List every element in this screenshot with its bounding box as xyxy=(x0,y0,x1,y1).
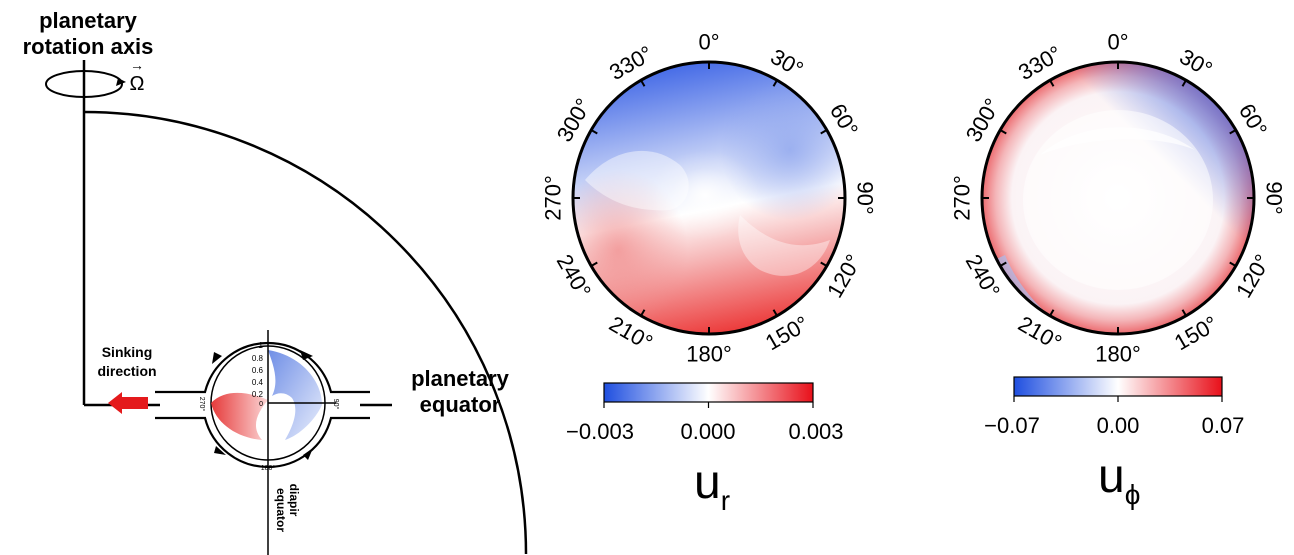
ur-panel: 0°30°60°90°120°150°180°210°240°270°300°3… xyxy=(541,30,878,517)
diapir-inset: 1 0.8 0.6 0.4 0.2 0 180° 270° 90° diapir… xyxy=(155,330,370,555)
sinking-direction-arrow xyxy=(108,392,148,414)
ur-colorbar-min: −0.003 xyxy=(566,419,634,444)
uphi-angle-label-0: 0° xyxy=(1107,30,1128,55)
equator-label-line1: planetary xyxy=(411,366,510,391)
ur-tick-210 xyxy=(640,309,646,317)
uphi-tick-30 xyxy=(1181,79,1187,87)
uphi-tick-300 xyxy=(999,129,1007,135)
uphi-colorbar-min: −0.07 xyxy=(984,413,1040,438)
uphi-tick-210 xyxy=(1049,309,1055,317)
ur-tick-60 xyxy=(820,129,828,135)
uphi-angle-label-90: 90° xyxy=(1262,181,1287,214)
ur-tick-330 xyxy=(640,79,646,87)
ur-field xyxy=(573,62,845,334)
inset-tick-1: 1 xyxy=(259,341,264,350)
uphi-tick-120 xyxy=(1229,261,1237,267)
uphi-tick-330 xyxy=(1049,79,1055,87)
sinking-label-line2: direction xyxy=(97,363,156,379)
inset-tick-0-6: 0.6 xyxy=(252,366,264,375)
planet-schematic: planetary rotation axis → Ω Sinking dire… xyxy=(23,8,528,555)
rotation-axis-label-line1: planetary xyxy=(39,8,138,33)
ur-colorbar-mid: 0.000 xyxy=(680,419,735,444)
uphi-angle-label-270: 270° xyxy=(950,175,975,221)
uphi-panel: 0°30°60°90°120°150°180°210°240°270°300°3… xyxy=(950,30,1287,511)
diapir-flow-arrow-1 xyxy=(300,350,313,360)
diapir-flow-arrow-3 xyxy=(214,446,226,455)
rotation-arrow-head xyxy=(116,78,126,86)
ur-tick-150 xyxy=(772,309,778,317)
inset-tick-0: 0 xyxy=(259,401,263,408)
ur-angle-label-90: 90° xyxy=(853,181,878,214)
rotation-axis-label-line2: rotation axis xyxy=(23,34,154,59)
inset-tick-0-8: 0.8 xyxy=(252,354,264,363)
uphi-tick-240 xyxy=(999,261,1007,267)
diapir-blue-region xyxy=(268,350,322,440)
planet-surface-arc xyxy=(83,110,528,555)
ur-tick-30 xyxy=(772,79,778,87)
ur-tick-marks xyxy=(573,62,845,334)
inset-label-180: 180° xyxy=(261,464,276,472)
ur-symbol: ur xyxy=(694,456,730,516)
ur-symbol-main: u xyxy=(694,456,721,509)
sinking-label-line1: Sinking xyxy=(102,344,153,360)
ur-colorbar-max: 0.003 xyxy=(788,419,843,444)
inset-label-270: 270° xyxy=(198,397,206,412)
diapir-equator-label-line1: diapir xyxy=(287,484,301,517)
ur-angle-label-0: 0° xyxy=(698,30,719,55)
ur-angle-label-180: 180° xyxy=(686,342,732,367)
diapir-equator-label-line2: equator xyxy=(274,488,288,532)
uphi-symbol-sub: ϕ xyxy=(1125,479,1141,510)
uphi-tick-150 xyxy=(1181,309,1187,317)
diapir-flow-arrow-4 xyxy=(212,352,222,364)
ur-tick-240 xyxy=(590,261,598,267)
uphi-colorbar-mid: 0.00 xyxy=(1097,413,1140,438)
ur-angle-label-270: 270° xyxy=(541,175,566,221)
uphi-tick-marks xyxy=(982,62,1254,334)
rotation-arrow-ellipse xyxy=(45,70,123,98)
inset-tick-0-4: 0.4 xyxy=(252,378,264,387)
uphi-symbol-main: u xyxy=(1098,450,1125,503)
uphi-symbol: uϕ xyxy=(1098,450,1140,510)
diapir-red-region xyxy=(211,392,268,440)
uphi-colorbar xyxy=(1013,376,1223,397)
inset-label-90: 90° xyxy=(332,399,340,410)
uphi-colorbar-max: 0.07 xyxy=(1202,413,1245,438)
inset-tick-0-2: 0.2 xyxy=(252,390,264,399)
diapir-flow-arrow-2 xyxy=(303,448,313,460)
ur-tick-300 xyxy=(590,129,598,135)
equator-label-line2: equator xyxy=(420,392,501,417)
uphi-angle-label-180: 180° xyxy=(1095,342,1141,367)
ur-symbol-sub: r xyxy=(721,485,730,516)
ur-colorbar xyxy=(603,382,814,403)
omega-symbol: Ω xyxy=(130,73,145,95)
uphi-tick-60 xyxy=(1229,129,1237,135)
ur-tick-120 xyxy=(820,261,828,267)
omega-arrow: → xyxy=(130,57,144,73)
